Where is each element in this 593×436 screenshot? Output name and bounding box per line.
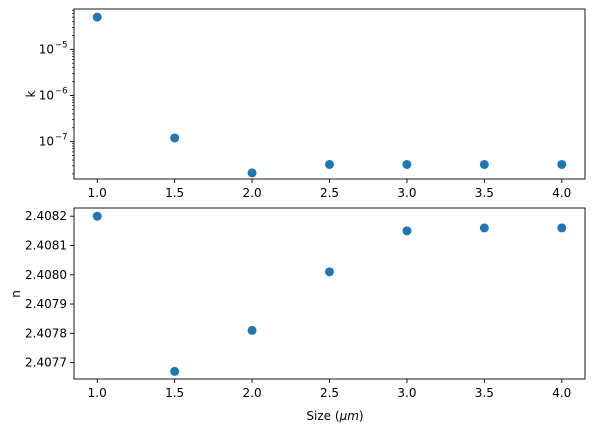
top-subplot: 10−510−610−7 1.0 1.5 2.0 2.5 3.0 3.5 4.0 k	[24, 8, 586, 200]
data-point	[247, 325, 257, 335]
data-point	[402, 159, 412, 169]
k-series-points	[92, 12, 567, 178]
y-tick-exponent: −6	[55, 87, 68, 97]
x-tick-label: 2.0	[243, 386, 262, 400]
x-tick-label: 3.5	[475, 186, 494, 200]
data-point	[247, 168, 257, 178]
data-point	[557, 223, 567, 233]
y-tick-label: 2.4081	[25, 238, 67, 252]
x-tick-label: 2.5	[320, 386, 339, 400]
data-point	[402, 226, 412, 236]
data-point	[170, 366, 180, 376]
y-tick-label: 2.4078	[25, 326, 67, 340]
n-y-ticks: 2.4077 2.4078 2.4079 2.4080 2.4081 2.4082	[25, 209, 74, 370]
data-point	[479, 223, 489, 233]
k-x-ticks: 1.0 1.5 2.0 2.5 3.0 3.5 4.0	[88, 179, 571, 200]
n-plot-frame	[73, 207, 586, 380]
data-point	[92, 12, 102, 22]
x-tick-label: 1.0	[88, 186, 107, 200]
bottom-subplot: 2.4077 2.4078 2.4079 2.4080 2.4081 2.4082 1.0…	[9, 207, 586, 423]
data-point	[479, 159, 489, 169]
data-point	[325, 267, 334, 277]
y-tick-label: 2.4079	[25, 297, 67, 311]
x-tick-label: 2.5	[320, 186, 339, 200]
x-axis-label-suffix: )	[359, 409, 364, 423]
x-tick-label: 1.0	[88, 386, 107, 400]
x-tick-label: 3.0	[397, 386, 416, 400]
x-tick-label: 3.5	[475, 386, 494, 400]
n-x-ticks: 1.0 1.5 2.0 2.5 3.0 3.5 4.0	[88, 379, 571, 400]
k-y-axis-label: k	[24, 90, 38, 97]
y-tick-label: 10	[39, 42, 54, 56]
n-series-points	[92, 211, 567, 376]
data-point	[92, 211, 102, 221]
y-tick-label: 2.4080	[25, 268, 67, 282]
k-y-ticks: 10−510−610−7	[39, 10, 74, 175]
y-tick-exponent: −5	[55, 40, 68, 50]
y-tick-label: 10	[39, 135, 54, 149]
x-tick-label: 1.5	[165, 386, 184, 400]
x-tick-label: 4.0	[552, 386, 571, 400]
k-plot-frame	[73, 8, 586, 180]
data-point	[170, 133, 180, 143]
x-tick-label: 2.0	[243, 186, 262, 200]
x-tick-label: 1.5	[165, 186, 184, 200]
y-tick-label: 2.4077	[25, 356, 67, 370]
data-point	[557, 159, 567, 169]
y-tick-label: 2.4082	[25, 209, 67, 223]
size-x-axis-label: Size (μm)	[306, 409, 363, 423]
data-point	[325, 159, 334, 169]
x-axis-label-unit: μm	[339, 409, 359, 423]
x-tick-label: 4.0	[552, 186, 571, 200]
y-tick-label: 10	[39, 89, 54, 103]
y-tick-exponent: −7	[55, 133, 68, 143]
x-axis-label-prefix: Size (	[306, 409, 339, 423]
x-tick-label: 3.0	[397, 186, 416, 200]
n-y-axis-label: n	[9, 290, 23, 298]
